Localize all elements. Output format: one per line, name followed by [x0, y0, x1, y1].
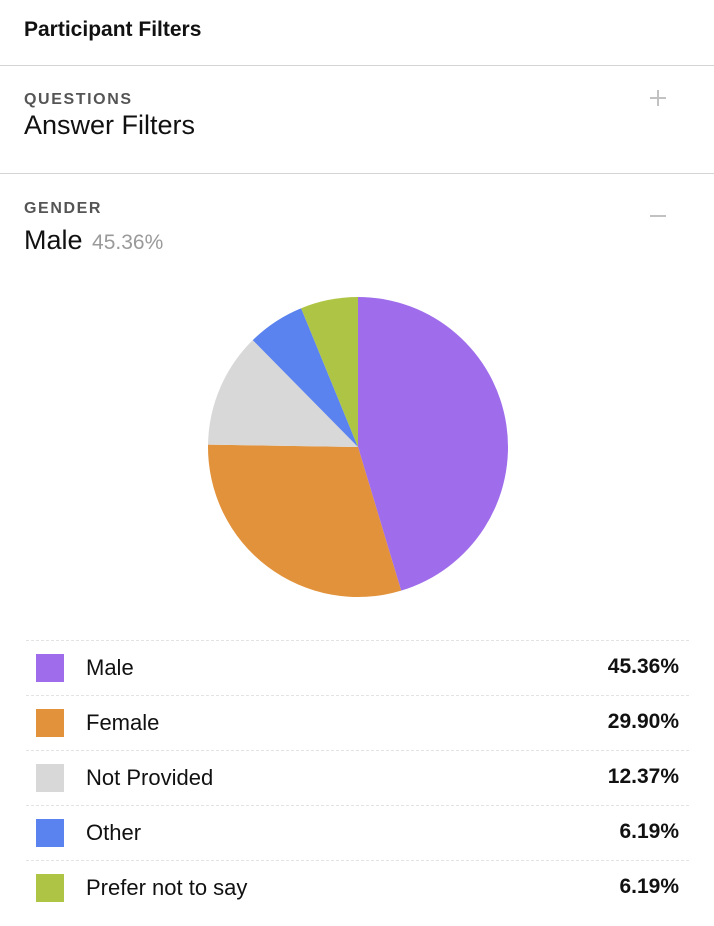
legend-value-not-provided: 12.37% [607, 765, 679, 788]
legend-label-prefer-not-to-say: Prefer not to say [86, 875, 248, 900]
legend-row-not-provided[interactable]: Not Provided 12.37% [26, 750, 689, 805]
gender-section: GENDER Male 45.36% [0, 174, 714, 634]
legend-label-other: Other [86, 820, 142, 845]
pie-slice-prefer-not-to-say[interactable] [301, 297, 358, 447]
panel-header: Participant Filters [0, 0, 714, 66]
plus-icon[interactable] [648, 88, 668, 108]
legend-row-female[interactable]: Female 29.90% [26, 695, 689, 750]
legend-value-female: 29.90% [607, 710, 679, 733]
questions-section[interactable]: QUESTIONS Answer Filters [0, 66, 714, 174]
minus-icon[interactable] [648, 206, 668, 226]
legend-value-male: 45.36% [607, 655, 679, 678]
pie-slice-female[interactable] [207, 444, 402, 597]
legend-swatch-not-provided [36, 764, 64, 792]
pie-svg [207, 297, 509, 597]
legend-row-male[interactable]: Male 45.36% [26, 640, 689, 695]
legend-value-prefer-not-to-say: 6.19% [619, 875, 679, 898]
gender-selected: Male 45.36% [24, 225, 163, 256]
gender-selected-value: Male [24, 225, 83, 255]
questions-value: Answer Filters [24, 110, 196, 140]
pie-slice-not-provided[interactable] [208, 340, 358, 447]
panel-title: Participant Filters [24, 18, 202, 41]
legend-row-other[interactable]: Other 6.19% [26, 805, 689, 860]
pie-slice-male[interactable] [358, 297, 509, 591]
legend-swatch-male [36, 654, 64, 682]
legend-label-not-provided: Not Provided [86, 765, 214, 790]
gender-legend: Male 45.36% Female 29.90% Not Provided 1… [26, 640, 689, 915]
legend-label-male: Male [86, 655, 134, 680]
legend-swatch-prefer-not-to-say [36, 874, 64, 902]
questions-label: QUESTIONS [24, 91, 133, 108]
legend-row-prefer-not-to-say[interactable]: Prefer not to say 6.19% [26, 860, 689, 915]
pie-slice-other[interactable] [252, 308, 358, 447]
legend-swatch-female [36, 709, 64, 737]
legend-value-other: 6.19% [619, 820, 679, 843]
legend-swatch-other [36, 819, 64, 847]
legend-label-female: Female [86, 710, 160, 735]
gender-label: GENDER [24, 200, 103, 217]
gender-selected-pct: 45.36% [92, 231, 164, 254]
gender-pie-chart [207, 296, 509, 598]
